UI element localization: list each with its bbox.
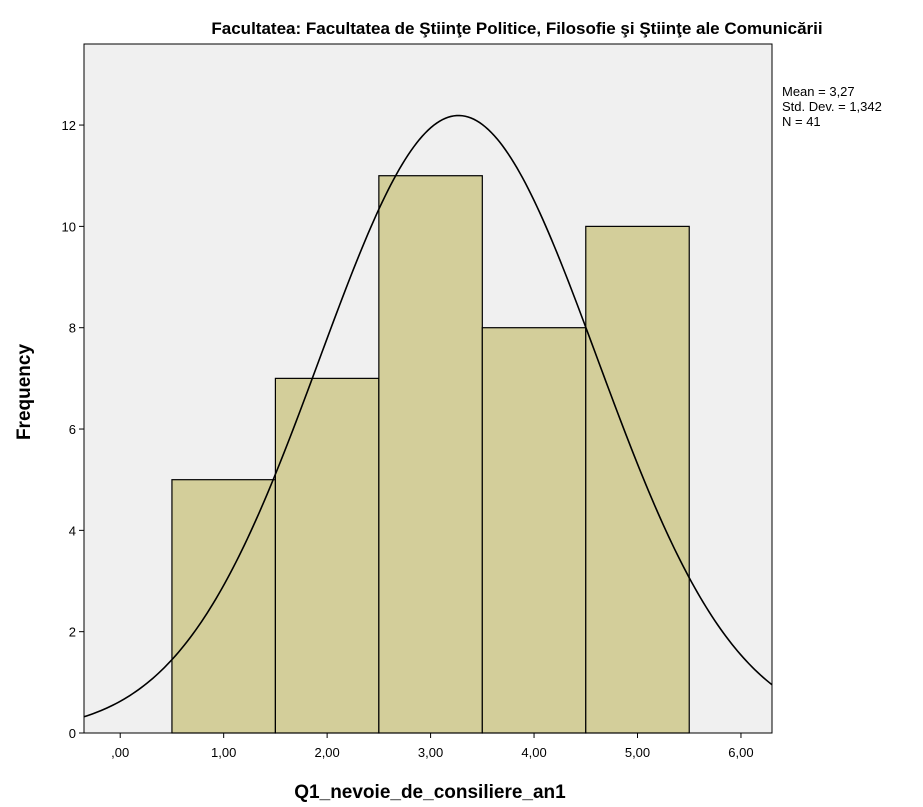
x-axis: ,00 1,00 2,00 3,00 4,00 5,00 6,00 [84,732,772,760]
y-tick-label: 6 [69,422,76,437]
histogram-bar-3 [378,175,483,734]
histogram-bar-4 [481,327,587,734]
y-tick-label: 4 [69,523,76,538]
normal-curve [83,114,773,718]
y-axis-label: Frequency [14,344,35,441]
stat-n: N = 41 [782,114,821,129]
x-tick-label: ,00 [111,745,129,760]
y-tick-label: 12 [62,118,76,133]
y-tick-label: 0 [69,726,76,741]
y-axis: 0 2 4 6 8 10 12 [62,44,85,741]
x-tick-label: 5,00 [625,745,650,760]
histogram-bar-1 [171,479,276,734]
x-tick-label: 1,00 [211,745,236,760]
chart-title: Facultatea: Facultatea de Ştiinţe Politi… [211,19,822,38]
histogram-bar-2 [274,377,380,734]
y-tick-label: 10 [62,219,76,234]
y-tick-label: 2 [69,625,76,640]
stat-mean: Mean = 3,27 [782,84,855,99]
x-axis-label: Q1_nevoie_de_consiliere_an1 [294,782,566,803]
stats-box: Mean = 3,27 Std. Dev. = 1,342 N = 41 [782,84,882,129]
x-tick-label: 2,00 [314,745,339,760]
stat-std-dev: Std. Dev. = 1,342 [782,99,882,114]
x-tick-label: 4,00 [521,745,546,760]
bars-group [171,175,690,734]
x-tick-label: 3,00 [418,745,443,760]
histogram-bar-5 [585,225,690,734]
y-tick-label: 8 [69,321,76,336]
x-tick-label: 6,00 [728,745,753,760]
